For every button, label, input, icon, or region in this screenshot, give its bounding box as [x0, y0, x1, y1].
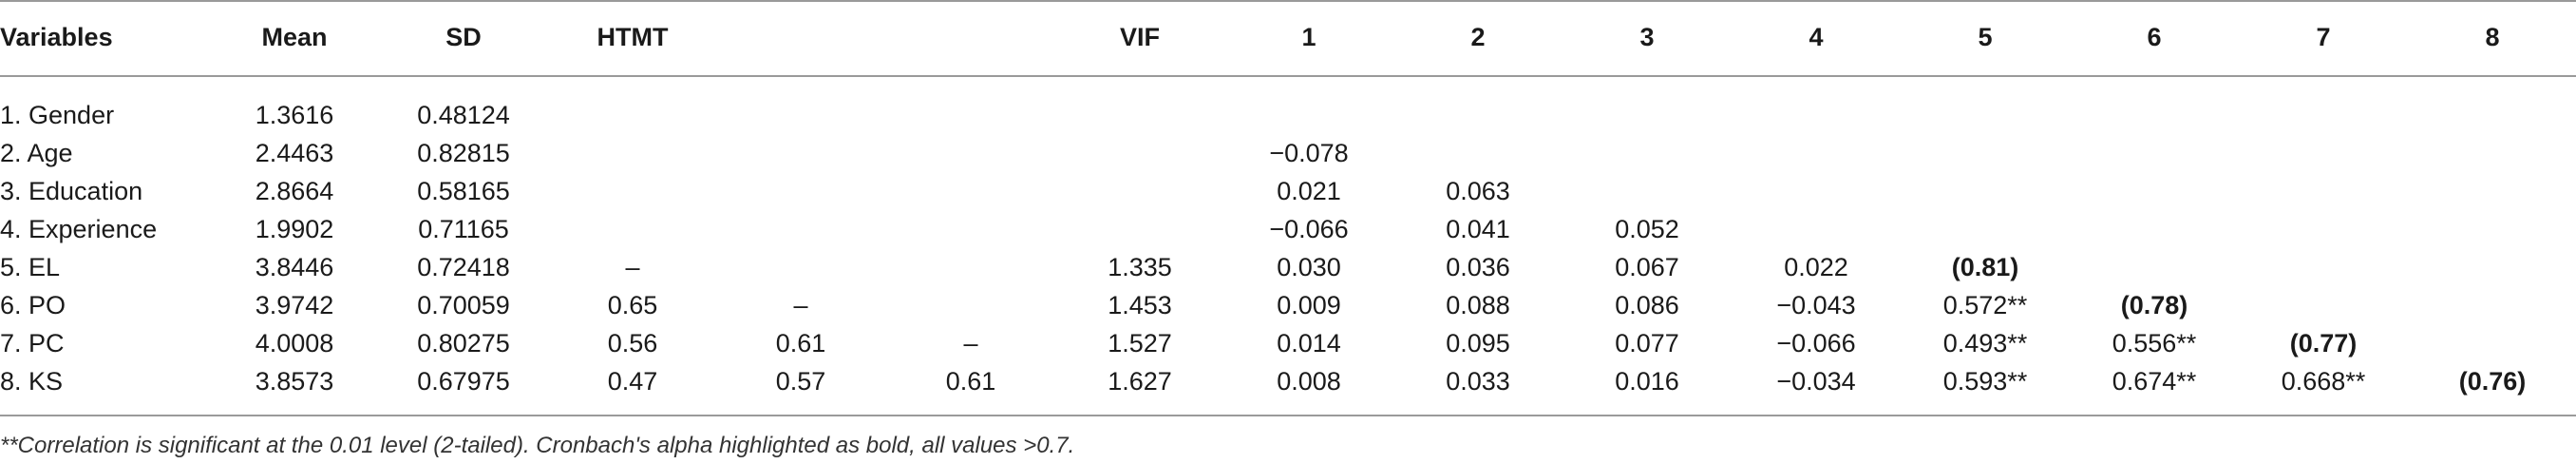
table-cell: 0.030 [1277, 253, 1341, 281]
table-cell: 0.65 [607, 291, 658, 319]
table-cell: 2.4463 [255, 139, 334, 167]
table-cell: 0.48124 [417, 101, 510, 129]
table-cell: 1.335 [1108, 253, 1172, 281]
header-cell: Mean [261, 23, 328, 51]
header-cell: 7 [2316, 23, 2331, 51]
header-cell: 1 [1301, 23, 1316, 51]
table-cell: 0.57 [775, 367, 826, 396]
table-cell: – [625, 253, 640, 281]
table-cell: 0.063 [1446, 177, 1510, 205]
table-cell: −0.066 [1269, 215, 1349, 243]
table-cell: 0.58165 [417, 177, 510, 205]
top-rule [0, 0, 2576, 2]
table-cell: 0.80275 [417, 329, 510, 358]
table-cell: 0.493** [1942, 329, 2028, 358]
table-cell: 0.052 [1615, 215, 1679, 243]
table-cell: 2.8664 [255, 177, 334, 205]
table-cell: −0.066 [1776, 329, 1856, 358]
table-cell: 0.009 [1277, 291, 1341, 319]
table-cell: 0.014 [1277, 329, 1341, 358]
row-label: 4. Experience [0, 215, 158, 243]
table-cell: (0.77) [2289, 329, 2358, 358]
table-cell: 0.72418 [417, 253, 510, 281]
table-cell: 1.627 [1108, 367, 1172, 396]
row-label: 1. Gender [0, 101, 115, 129]
table-cell: (0.76) [2458, 367, 2527, 396]
table-cell: 0.022 [1784, 253, 1848, 281]
table-cell: −0.034 [1776, 367, 1856, 396]
table-cell: 0.593** [1942, 367, 2028, 396]
table-cell: 0.61 [775, 329, 826, 358]
header-rule [0, 75, 2576, 77]
table-cell: 1.3616 [255, 101, 334, 129]
table-cell: 0.016 [1615, 367, 1679, 396]
table-cell: (0.81) [1951, 253, 2019, 281]
table-cell: 0.033 [1446, 367, 1510, 396]
table-cell: 0.067 [1615, 253, 1679, 281]
row-label: 2. Age [0, 139, 73, 167]
table-cell: 0.041 [1446, 215, 1510, 243]
bottom-rule [0, 415, 2576, 416]
table-cell: 3.8573 [255, 367, 334, 396]
table-cell: 0.086 [1615, 291, 1679, 319]
table-cell: 0.556** [2112, 329, 2197, 358]
table-cell: 1.527 [1108, 329, 1172, 358]
table-cell: 0.71165 [418, 215, 509, 243]
row-label: 5. EL [0, 253, 61, 281]
table-cell: 0.036 [1446, 253, 1510, 281]
table-cell: (0.78) [2120, 291, 2188, 319]
table-cell: 0.077 [1615, 329, 1679, 358]
header-cell: 5 [1978, 23, 1993, 51]
header-cell: 2 [1470, 23, 1486, 51]
table-cell: – [963, 329, 978, 358]
table-cell: 0.70059 [417, 291, 510, 319]
header-cell: Variables [0, 23, 113, 51]
table-cell: 1.453 [1108, 291, 1172, 319]
table-cell: 0.008 [1277, 367, 1341, 396]
table-cell: 0.572** [1942, 291, 2028, 319]
table-cell: 0.47 [607, 367, 658, 396]
header-cell: 3 [1639, 23, 1655, 51]
table-cell: 4.0008 [255, 329, 334, 358]
row-label: 7. PC [0, 329, 65, 358]
row-label: 6. PO [0, 291, 66, 319]
table-cell: 1.9902 [255, 215, 334, 243]
table-cell: −0.043 [1776, 291, 1856, 319]
row-label: 8. KS [0, 367, 64, 396]
table-cell: 0.674** [2112, 367, 2197, 396]
table-cell: 3.9742 [255, 291, 334, 319]
header-cell: SD [445, 23, 482, 51]
table-cell: 0.61 [945, 367, 996, 396]
row-label: 3. Education [0, 177, 143, 205]
table-cell: −0.078 [1269, 139, 1349, 167]
header-cell: 4 [1809, 23, 1824, 51]
header-cell: 8 [2485, 23, 2500, 51]
table-cell: 0.56 [607, 329, 658, 358]
header-cell: 6 [2147, 23, 2162, 51]
table-cell: 0.088 [1446, 291, 1510, 319]
table-cell: – [793, 291, 808, 319]
table-cell: 0.82815 [417, 139, 510, 167]
header-cell: VIF [1119, 23, 1160, 51]
table-cell: 0.67975 [417, 367, 510, 396]
table-cell: 0.668** [2281, 367, 2366, 396]
table-cell: 0.021 [1277, 177, 1341, 205]
header-cell: HTMT [597, 23, 669, 51]
table-cell: 3.8446 [255, 253, 334, 281]
table-footnote: **Correlation is significant at the 0.01… [0, 433, 1075, 458]
table-cell: 0.095 [1446, 329, 1510, 358]
